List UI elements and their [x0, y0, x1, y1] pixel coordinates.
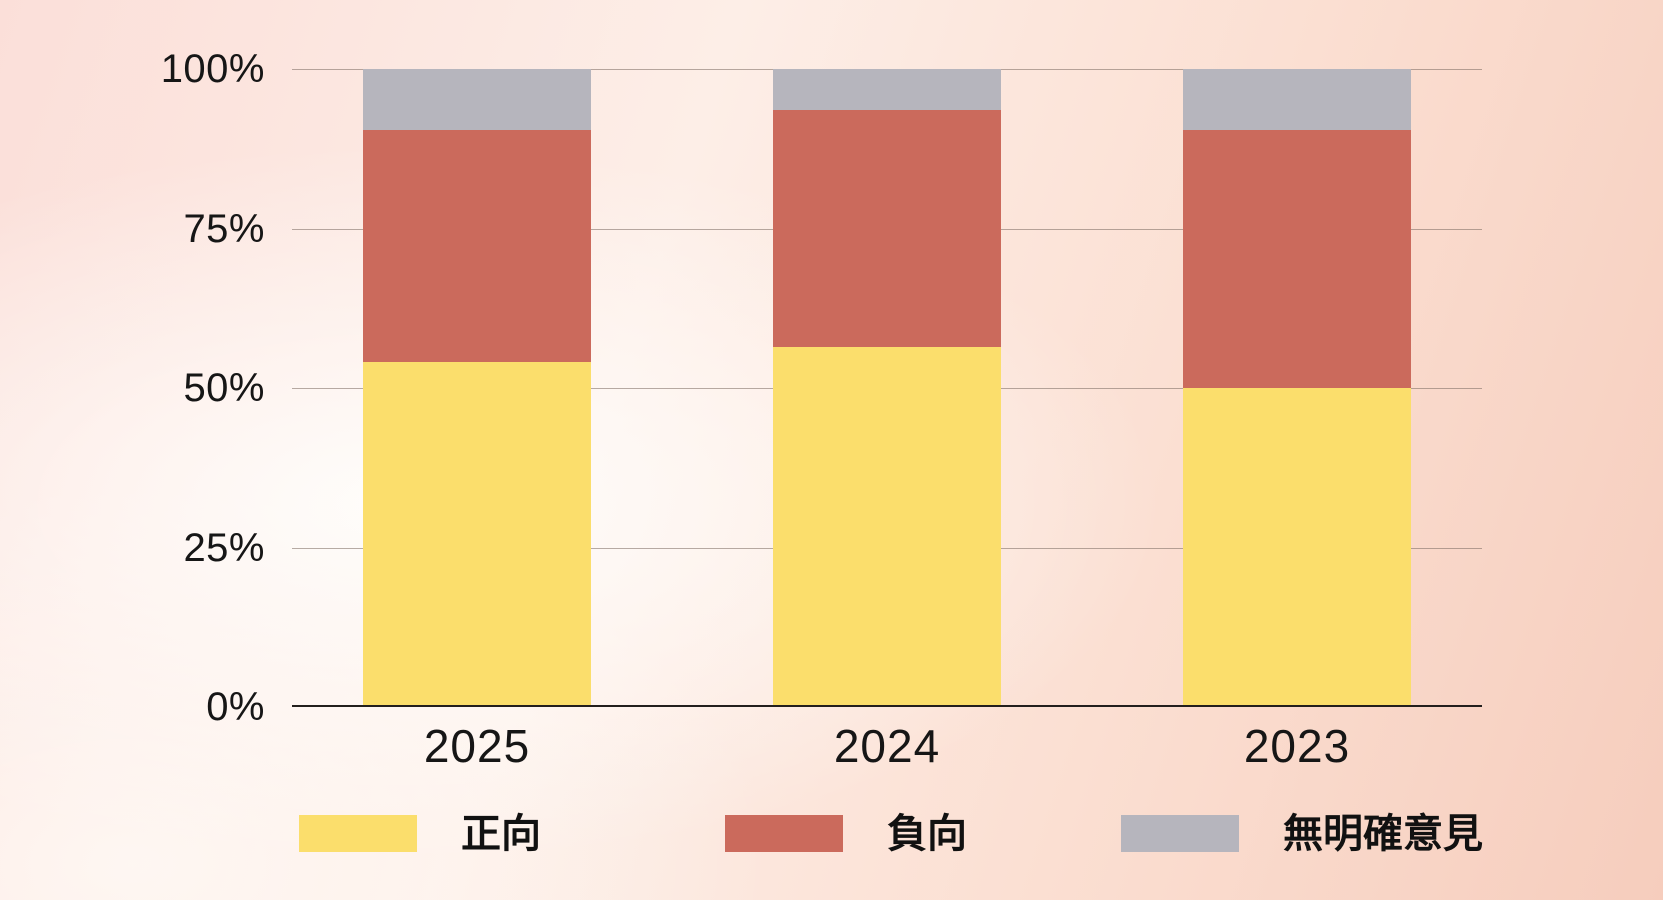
y-tick-label-100: 100% [160, 47, 265, 91]
x-label-2023: 2023 [1243, 720, 1351, 772]
legend-item-no-clear-opinion: 無明確意見 [1121, 811, 1483, 856]
legend-item-positive: 正向 [299, 811, 541, 856]
bar-2023-segment-no-clear-opinion [1183, 69, 1411, 130]
legend-swatch-no-clear-opinion [1121, 815, 1239, 852]
bar-2023-segment-positive [1183, 388, 1411, 707]
bar-2024-segment-positive [773, 346, 1001, 707]
legend-swatch-negative [725, 815, 843, 852]
legend-label-negative: 負向 [887, 811, 967, 856]
bar-2025-segment-no-clear-opinion [363, 69, 591, 130]
y-tick-label-50: 50% [183, 366, 265, 410]
y-tick-label-75: 75% [183, 207, 265, 251]
bar-2024-segment-negative [773, 110, 1001, 347]
bar-2025-segment-positive [363, 362, 591, 707]
legend-label-positive: 正向 [461, 811, 541, 856]
x-label-2024: 2024 [833, 720, 941, 772]
x-label-2025: 2025 [423, 720, 531, 772]
bar-2025-segment-negative [363, 129, 591, 363]
legend-swatch-positive [299, 815, 417, 852]
legend-item-negative: 負向 [725, 811, 967, 856]
legend-label-no-clear-opinion: 無明確意見 [1283, 811, 1483, 856]
bar-2024-segment-no-clear-opinion [773, 69, 1001, 111]
plot-area [292, 69, 1482, 707]
bar-2023-segment-negative [1183, 129, 1411, 388]
x-axis-line [292, 705, 1482, 707]
bar-2023 [1183, 69, 1411, 707]
bar-2024 [773, 69, 1001, 707]
y-tick-label-25: 25% [183, 526, 265, 570]
bar-2025 [363, 69, 591, 707]
y-tick-label-0: 0% [206, 685, 265, 729]
